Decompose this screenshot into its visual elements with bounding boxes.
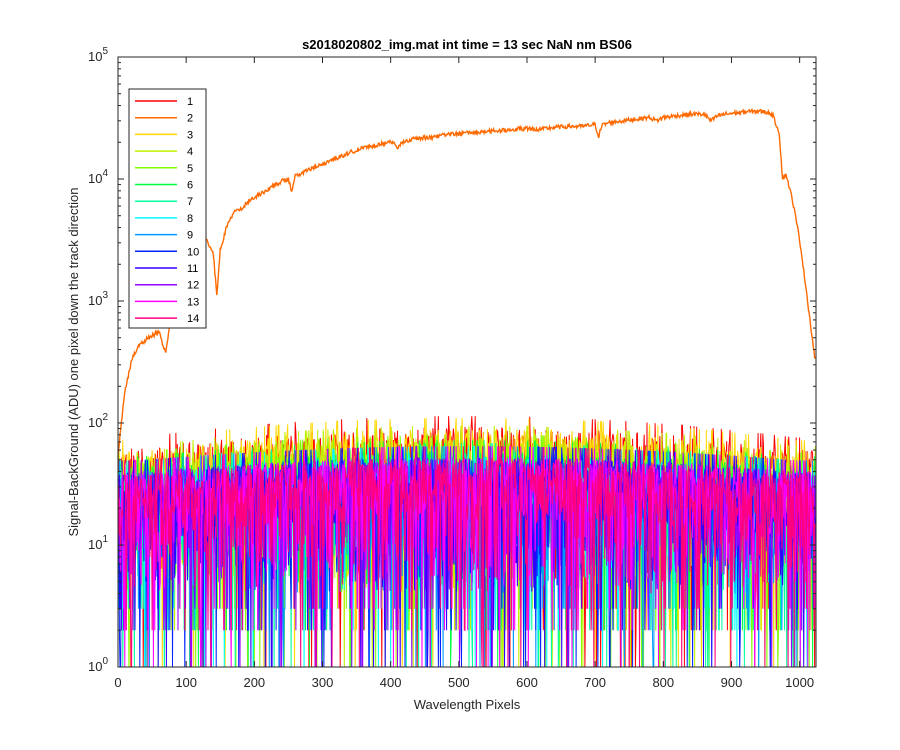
legend-label-10: 10 <box>187 246 199 258</box>
x-tick-label: 600 <box>516 675 538 690</box>
x-tick-label: 700 <box>584 675 606 690</box>
legend-label-8: 8 <box>187 213 193 225</box>
x-tick-label: 200 <box>243 675 265 690</box>
legend-label-4: 4 <box>187 146 193 158</box>
x-tick-label: 300 <box>312 675 334 690</box>
chart-title: s2018020802_img.mat int time = 13 sec Na… <box>302 37 632 52</box>
legend-label-1: 1 <box>187 96 193 108</box>
x-ticks: 0 100 200 300 400 500 600 700 800 900 1000 <box>114 57 814 690</box>
x-tick-label: 100 <box>175 675 197 690</box>
legend-label-12: 12 <box>187 280 199 292</box>
y-tick-label: 105 <box>88 46 108 64</box>
legend-label-9: 9 <box>187 230 193 242</box>
x-tick-label: 1000 <box>785 675 814 690</box>
x-axis-label: Wavelength Pixels <box>414 697 521 712</box>
x-tick-label: 500 <box>448 675 470 690</box>
axes-box <box>117 56 817 668</box>
series-line-2 <box>117 107 816 457</box>
x-tick-label: 900 <box>721 675 743 690</box>
legend-box <box>128 88 207 329</box>
y-tick-label: 102 <box>88 412 108 430</box>
legend-label-5: 5 <box>187 163 193 175</box>
y-tick-label: 103 <box>88 290 108 308</box>
legend-label-2: 2 <box>187 113 193 125</box>
y-tick-label: 100 <box>88 656 108 674</box>
x-tick-label: 0 <box>114 675 121 690</box>
x-tick-label: 400 <box>380 675 402 690</box>
x-tick-label: 800 <box>652 675 674 690</box>
series-line-14 <box>117 446 816 668</box>
legend-label-14: 14 <box>187 313 199 325</box>
legend-label-3: 3 <box>187 129 193 141</box>
y-tick-label: 101 <box>88 534 108 552</box>
legend-label-13: 13 <box>187 296 199 308</box>
legend-label-6: 6 <box>187 180 193 192</box>
y-tick-label: 104 <box>88 168 108 186</box>
y-axis-label: Signal-BackGround (ADU) one pixel down t… <box>66 187 81 536</box>
legend-label-7: 7 <box>187 196 193 208</box>
series-layer <box>117 107 816 668</box>
legend-label-11: 11 <box>187 263 198 275</box>
